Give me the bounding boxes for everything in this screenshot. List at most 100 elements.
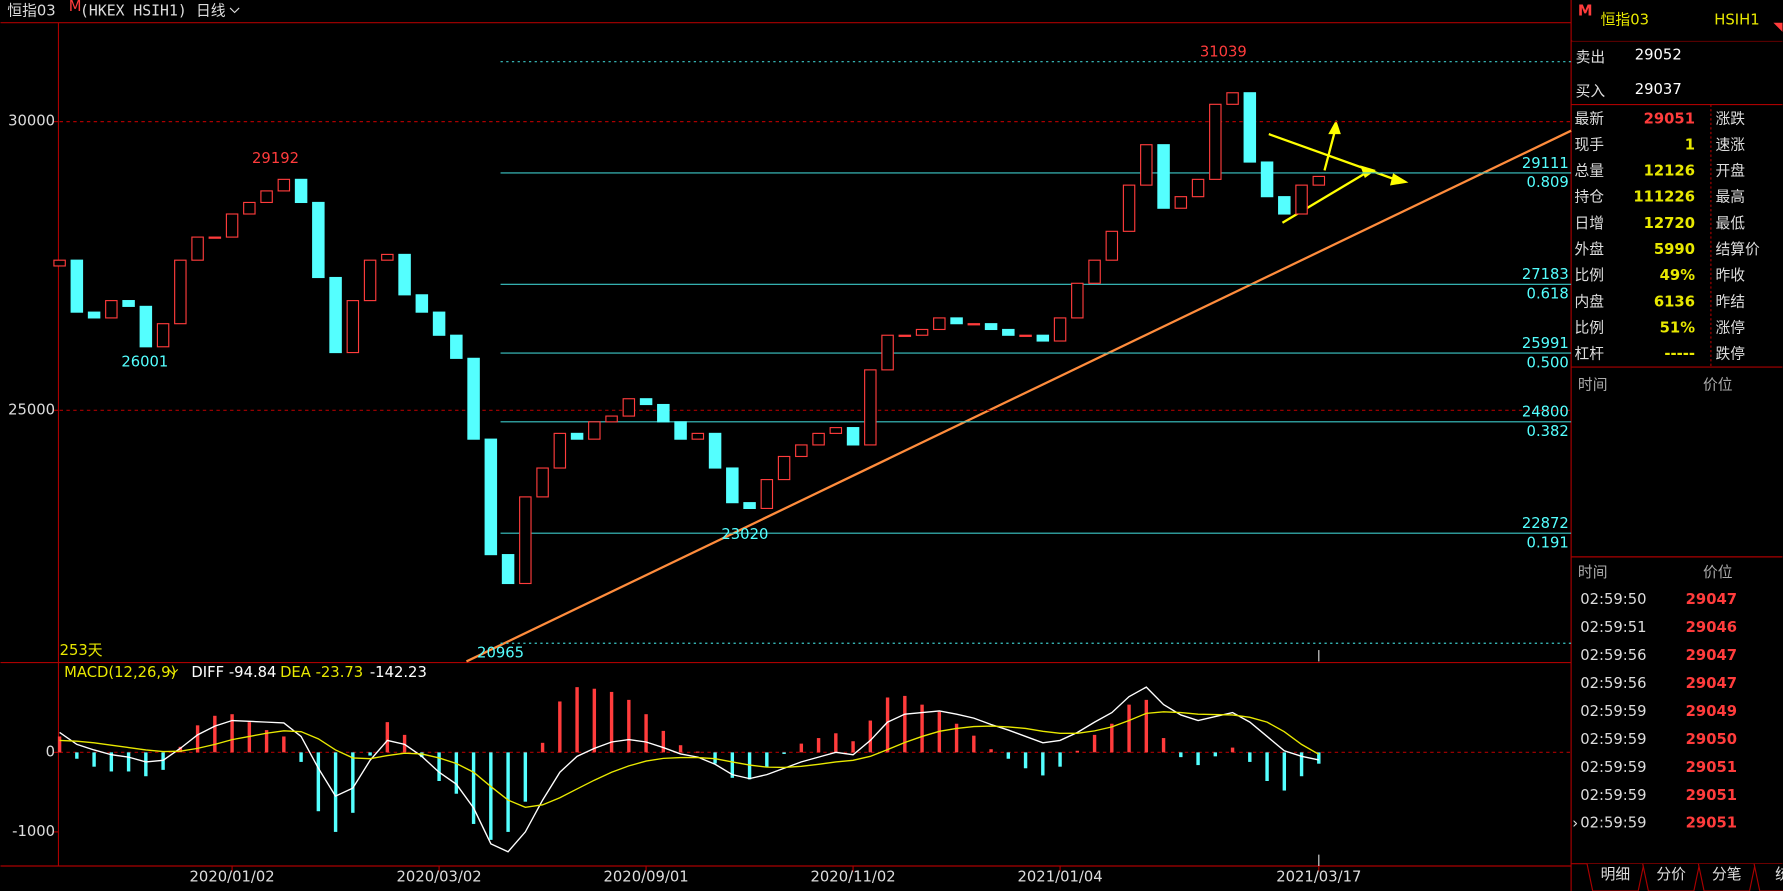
candle: [1140, 144, 1153, 186]
macd-bar: [144, 752, 148, 777]
level-price: 22872: [1522, 515, 1569, 532]
row-label: 比例: [1575, 267, 1605, 284]
candle: [1226, 92, 1239, 105]
pattern-line: [1268, 133, 1403, 183]
days-label: 253天: [60, 642, 103, 659]
buy-value: 29037: [1635, 81, 1682, 98]
sell-label: 卖出: [1576, 49, 1606, 66]
corner-flag: M: [1578, 2, 1593, 19]
y-tick-label: 25000: [8, 401, 55, 418]
candle: [1312, 175, 1326, 186]
candle: [1174, 196, 1188, 209]
row-label: 速涨: [1715, 136, 1745, 153]
series-value: -23.73: [316, 664, 364, 681]
macd-bar: [402, 734, 407, 753]
candle: [450, 334, 463, 359]
candle: [174, 259, 187, 325]
candle: [967, 323, 981, 326]
candle: [1088, 259, 1101, 284]
macd-bar: [558, 701, 562, 753]
x-tick-label: 2020/01/02: [190, 868, 275, 885]
macd-bar: [1213, 752, 1218, 757]
tab[interactable]: [1586, 863, 1645, 891]
candle: [156, 323, 170, 348]
macd-bar: [1092, 734, 1097, 753]
series-name: DIFF: [191, 664, 224, 681]
macd-bar: [1127, 704, 1131, 753]
candle: [87, 311, 101, 319]
macd-bar: [299, 752, 303, 762]
candle: [191, 236, 204, 261]
macd-title[interactable]: MACD(12,26,9): [64, 664, 176, 681]
y-tick-label: 0: [46, 743, 55, 760]
candle: [846, 427, 860, 446]
tab-label[interactable]: 分价: [1656, 866, 1686, 883]
row-value: 6136: [1654, 293, 1695, 310]
candle: [346, 300, 360, 354]
candle: [1002, 328, 1015, 336]
trade-price: 29047: [1686, 647, 1737, 664]
candle: [622, 398, 636, 417]
candle: [691, 432, 705, 440]
candle: [1191, 178, 1205, 198]
macd-bar: [627, 699, 631, 753]
candle: [1278, 196, 1291, 215]
candle: [1105, 230, 1119, 261]
tab-label[interactable]: 分笔: [1712, 866, 1742, 883]
y-tick-label: 30000: [8, 113, 55, 130]
tab[interactable]: [1697, 863, 1756, 891]
macd-bar: [264, 730, 269, 753]
candle: [243, 201, 256, 215]
macd-bar: [1161, 738, 1166, 753]
macd-bar: [885, 697, 890, 753]
macd-bar: [506, 752, 510, 832]
macd-bar: [75, 752, 79, 759]
macd-header: MACD(12,26,9): [64, 664, 176, 681]
tab[interactable]: [1642, 863, 1701, 891]
candle: [105, 300, 118, 319]
tab-label[interactable]: 统: [1775, 866, 1783, 883]
macd-bar: [126, 752, 131, 772]
trade-price: 29051: [1686, 787, 1737, 804]
macd-bar: [247, 722, 252, 753]
dropdown-icon[interactable]: [168, 668, 179, 675]
level-ratio: 0.809: [1527, 174, 1569, 191]
macd-bar: [471, 752, 476, 824]
pattern-line: [1323, 126, 1337, 171]
macd-bar: [972, 735, 976, 753]
candle: [829, 427, 843, 434]
period[interactable]: 日线: [196, 2, 226, 19]
macd-bar: [730, 752, 735, 778]
candle: [122, 300, 135, 307]
level-ratio: 0.382: [1527, 423, 1569, 440]
row-label: 最低: [1715, 215, 1745, 232]
row-label: 日增: [1575, 215, 1605, 232]
macd-bar: [1230, 747, 1235, 753]
trade-price: 29049: [1686, 703, 1737, 720]
candle: [467, 357, 480, 440]
trade-price: 29047: [1686, 591, 1737, 608]
macd-line: [59, 686, 1319, 853]
x-tick-label: 2020/09/01: [604, 868, 689, 885]
trade-price: 29047: [1686, 675, 1737, 692]
candle: [1019, 334, 1032, 337]
macd-bar: [489, 752, 493, 840]
macd-bar: [385, 722, 390, 753]
dropdown-icon[interactable]: [229, 7, 240, 14]
candle: [398, 253, 411, 296]
macd-bar: [609, 691, 614, 753]
extreme-label: 29192: [252, 150, 299, 167]
level-price: 25991: [1522, 335, 1569, 352]
candle: [984, 323, 998, 331]
macd-bar: [903, 695, 907, 753]
column-header: 时间: [1578, 564, 1608, 581]
tab-label[interactable]: 明细: [1601, 866, 1631, 883]
row-value: -----: [1664, 346, 1695, 363]
quote-code: HSIH1: [1714, 11, 1759, 28]
macd-bar: [696, 751, 700, 753]
macd-bar: [816, 738, 821, 753]
level-price: 29111: [1522, 155, 1569, 172]
candle: [277, 178, 291, 192]
macd-bar: [644, 714, 648, 753]
tab[interactable]: [1753, 863, 1783, 891]
